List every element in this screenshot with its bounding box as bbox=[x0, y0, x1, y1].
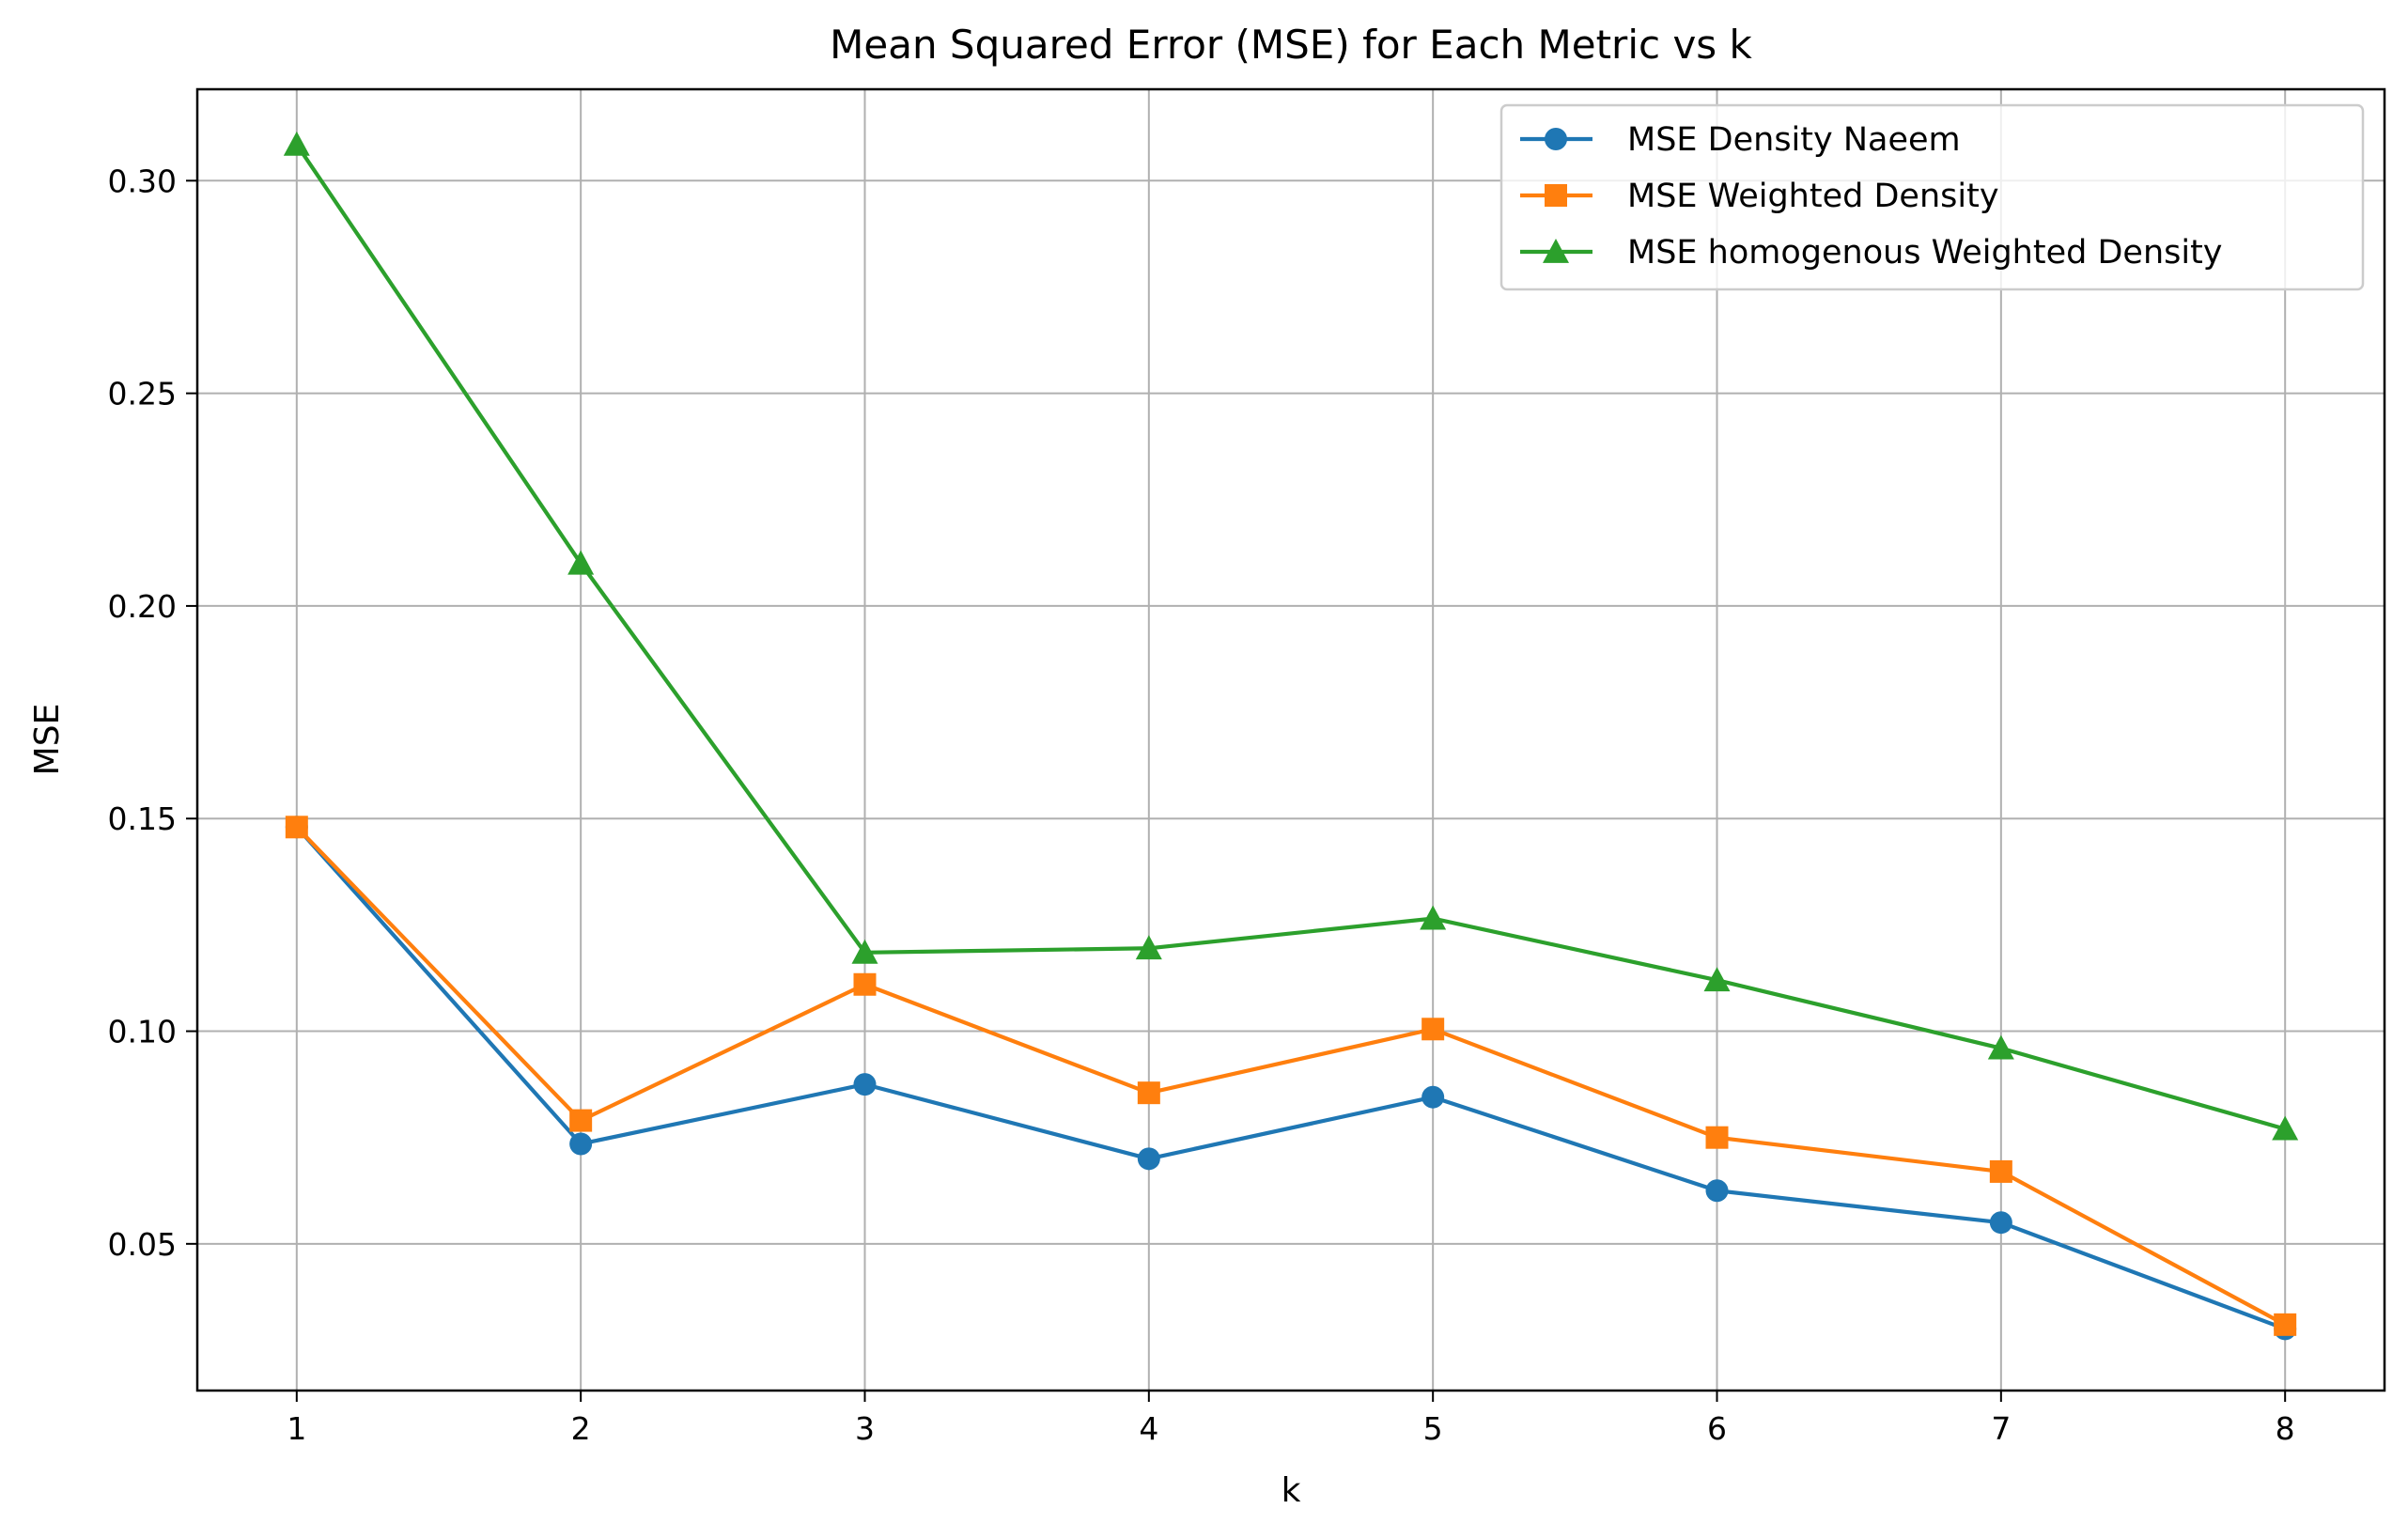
x-tick-label: 7 bbox=[1991, 1410, 2011, 1447]
x-tick-label: 1 bbox=[287, 1410, 306, 1447]
grid-lines bbox=[197, 89, 2385, 1391]
data-point bbox=[853, 972, 877, 996]
data-point bbox=[2272, 1115, 2299, 1141]
legend-marker bbox=[1543, 239, 1569, 263]
data-point bbox=[1135, 935, 1162, 960]
series-2 bbox=[285, 816, 2297, 1336]
x-tick-label: 3 bbox=[855, 1410, 875, 1447]
data-point bbox=[1987, 1034, 2014, 1060]
data-point bbox=[1705, 1179, 1729, 1203]
data-point bbox=[853, 1073, 877, 1096]
data-point bbox=[569, 1109, 593, 1132]
x-tick-label: 6 bbox=[1707, 1410, 1727, 1447]
y-axis-label: MSE bbox=[28, 704, 67, 776]
series-3 bbox=[283, 131, 2299, 1141]
x-tick-label: 8 bbox=[2276, 1410, 2295, 1447]
data-point bbox=[1137, 1081, 1160, 1105]
legend-marker bbox=[1545, 184, 1567, 207]
data-point bbox=[1989, 1211, 2012, 1235]
y-tick-label: 0.20 bbox=[108, 588, 177, 625]
data-point bbox=[851, 939, 878, 964]
legend-frame bbox=[1499, 103, 2365, 291]
series-line bbox=[295, 143, 2286, 1131]
data-point bbox=[1421, 1085, 1445, 1109]
x-tick-label: 4 bbox=[1139, 1410, 1158, 1447]
axis-ticks: 1 2 3 4 5 6 7 8 0.05 0.10 0.15 0.20 0.25 0.30 bbox=[108, 163, 2295, 1447]
data-point bbox=[2274, 1313, 2297, 1336]
legend: MSE Density Naeem MSE Weighted Density MSE… bbox=[1499, 103, 2365, 291]
plot-frame bbox=[195, 87, 2386, 1392]
series-layer bbox=[283, 131, 2299, 1341]
data-point bbox=[1703, 967, 1731, 992]
data-point bbox=[283, 131, 310, 156]
legend-label: MSE Weighted Density bbox=[1627, 178, 1999, 215]
series-line bbox=[295, 825, 2287, 1327]
y-tick-label: 0.05 bbox=[108, 1226, 177, 1263]
y-tick-label: 0.25 bbox=[108, 376, 177, 412]
data-point bbox=[1989, 1159, 2012, 1183]
data-point bbox=[1421, 1018, 1445, 1041]
data-point bbox=[1137, 1147, 1160, 1171]
x-tick-label: 2 bbox=[571, 1410, 591, 1447]
legend-label: MSE Density Naeem bbox=[1627, 121, 1961, 159]
data-point bbox=[569, 1132, 593, 1156]
legend-item-1: MSE Density Naeem bbox=[1520, 121, 1961, 159]
y-tick-label: 0.10 bbox=[108, 1014, 177, 1050]
x-axis-label: k bbox=[1282, 1471, 1301, 1510]
legend-marker bbox=[1545, 128, 1567, 150]
legend-item-3: MSE homogenous Weighted Density bbox=[1520, 234, 2223, 272]
legend-item-2: MSE Weighted Density bbox=[1520, 178, 1999, 215]
x-tick-label: 5 bbox=[1423, 1410, 1443, 1447]
chart-title: Mean Squared Error (MSE) for Each Metric… bbox=[830, 22, 1752, 68]
data-point bbox=[1420, 905, 1447, 930]
data-point bbox=[285, 816, 308, 839]
legend-label: MSE homogenous Weighted Density bbox=[1627, 234, 2223, 272]
series-line bbox=[295, 825, 2286, 1331]
y-tick-label: 0.30 bbox=[108, 163, 177, 199]
y-tick-label: 0.15 bbox=[108, 801, 177, 837]
data-point bbox=[1705, 1126, 1729, 1149]
data-point bbox=[567, 550, 595, 575]
